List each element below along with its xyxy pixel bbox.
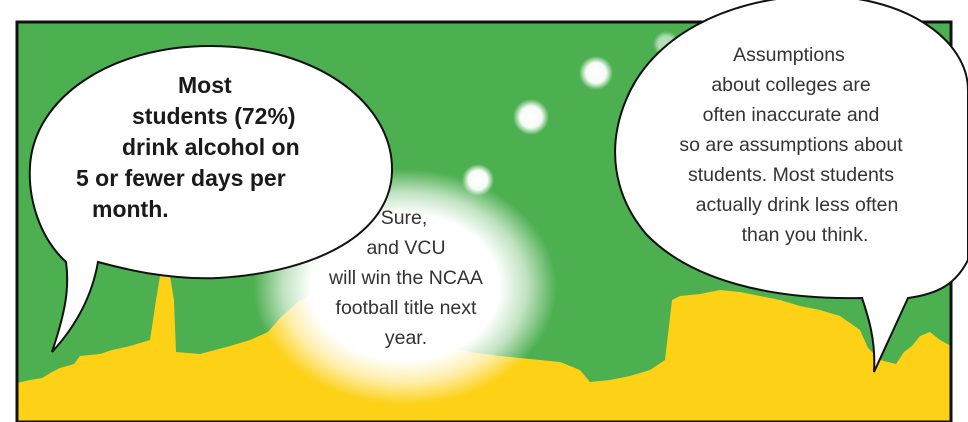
thought-line: football title next xyxy=(335,297,477,319)
speech-bubble-right xyxy=(614,0,968,373)
speech-left-line: students (72%) xyxy=(132,103,296,129)
speech-right-line: actually drink less often xyxy=(695,194,899,216)
speech-text-right: Assumptions about colleges are often ina… xyxy=(630,40,952,250)
thought-line: year. xyxy=(384,327,428,349)
speech-right-line: so are assumptions about xyxy=(679,134,903,156)
yellow-skyline xyxy=(17,276,951,422)
speech-left-line: Most xyxy=(178,72,232,98)
speech-bubble-left xyxy=(28,44,394,353)
thought-line: Sure, xyxy=(380,207,428,229)
thought-line: will win the NCAA xyxy=(329,267,483,289)
speech-right-line: Assumptions xyxy=(733,44,845,66)
thought-text-middle: Sure, and VCU will win the NCAA football… xyxy=(286,203,526,353)
speech-right-line: about colleges are xyxy=(711,74,871,96)
speech-left-line: 5 or fewer days per xyxy=(76,165,286,191)
thought-dot-medium xyxy=(513,99,549,135)
speech-text-left: Most students (72%) drink alcohol on 5 o… xyxy=(54,70,354,225)
speech-right-line: students. Most students xyxy=(688,164,894,186)
speech-right-line: often inaccurate and xyxy=(702,104,880,126)
thought-dot-large xyxy=(579,56,613,90)
speech-left-line: drink alcohol on xyxy=(122,134,300,160)
speech-left-line: month. xyxy=(92,196,169,222)
skyline-antenna xyxy=(548,230,552,260)
thought-line: and VCU xyxy=(366,237,446,259)
thought-dot-small xyxy=(462,164,494,196)
speech-right-line: than you think. xyxy=(741,224,869,246)
